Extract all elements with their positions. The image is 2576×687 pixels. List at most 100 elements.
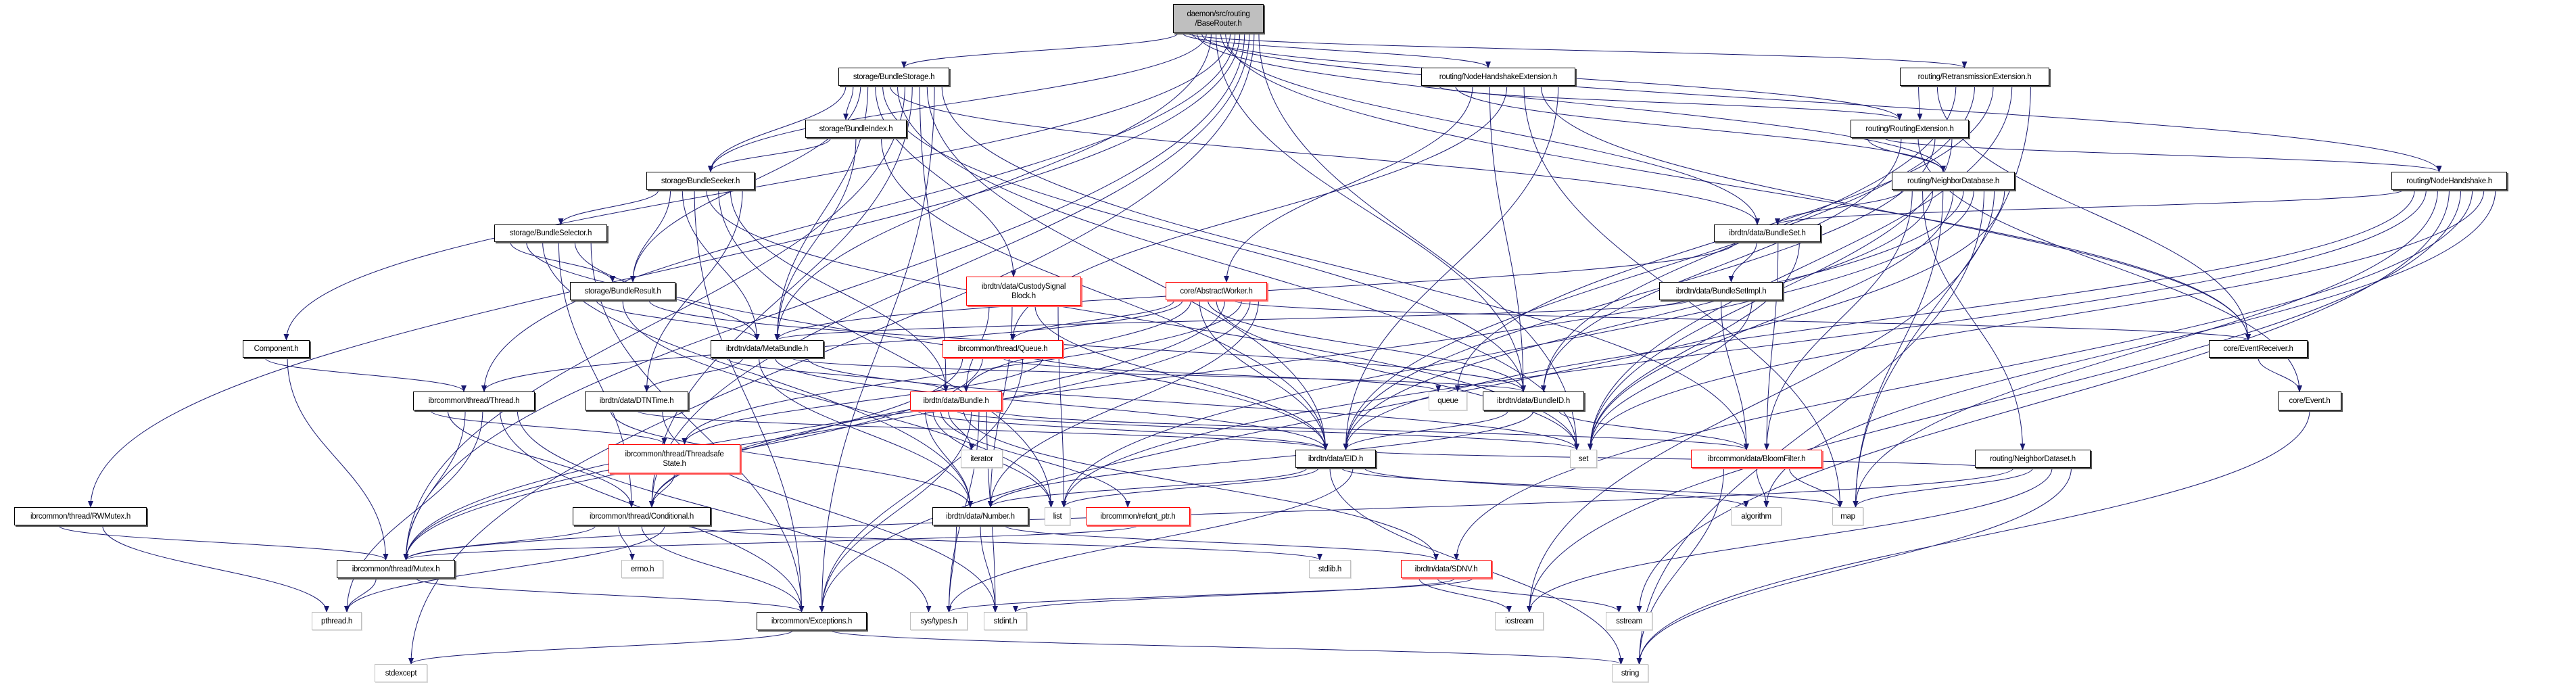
node-abstractworker[interactable]: core/AbstractWorker.h <box>1166 282 1267 300</box>
node-bundleselector[interactable]: storage/BundleSelector.h <box>494 224 607 242</box>
edge-Thread-to-Conditional <box>447 410 634 508</box>
edge-Queue-to-queue <box>1002 357 1441 392</box>
node-rwmutex[interactable]: ibrcommon/thread/RWMutex.h <box>14 507 147 525</box>
edge-CustodySignalBlock-to-EID <box>1034 305 1329 450</box>
edge-AbstractWorker-to-Mutex <box>403 300 1251 561</box>
node-retransmissionextension[interactable]: routing/RetransmissionExtension.h <box>1900 68 2049 86</box>
edge-BundleStorage-to-EID <box>926 85 1329 450</box>
node-conditional[interactable]: ibrcommon/thread/Conditional.h <box>573 507 711 525</box>
edge-NeighborDatabase-to-BundleSet <box>1775 189 1903 225</box>
edge-BundleResult-to-MetaBundle <box>596 300 760 341</box>
node-bundleid[interactable]: ibrdtn/data/BundleID.h <box>1483 392 1584 410</box>
node-exceptions[interactable]: ibrcommon/Exceptions.h <box>757 612 867 630</box>
node-threadsafestate[interactable]: ibrcommon/thread/Threadsafe State.h <box>609 444 740 473</box>
edge-BundleSetImpl-to-MetaBundle <box>774 300 1691 341</box>
node-bundleseeker[interactable]: storage/BundleSeeker.h <box>646 172 755 190</box>
edge-EID-to-algorithm <box>1364 467 1749 508</box>
node-eventreceiver[interactable]: core/EventReceiver.h <box>2209 340 2308 358</box>
edge-BundleStorage-to-CustodySignalBlock <box>875 85 1016 277</box>
edge-BundleStorage-to-Mutex <box>403 85 905 561</box>
edge-Bundle-to-EID <box>917 410 1329 450</box>
node-mutex[interactable]: ibrcommon/thread/Mutex.h <box>337 560 455 578</box>
edge-BundleSet-to-BloomFilter <box>1764 241 1779 450</box>
edge-BaseRouter-to-Thread <box>481 32 1236 392</box>
node-routingextension[interactable]: routing/RoutingExtension.h <box>1851 120 1969 138</box>
edge-BundleSelector-to-BundleResult <box>510 241 615 283</box>
edge-NeighborDataset-to-string <box>1636 467 2072 665</box>
edge-BaseRouter-to-MetaBundle <box>774 32 1212 341</box>
node-bundleindex[interactable]: storage/BundleIndex.h <box>805 120 907 138</box>
node-bundleresult[interactable]: storage/BundleResult.h <box>570 282 675 300</box>
node-baserouter[interactable]: daemon/src/routing /BaseRouter.h <box>1173 4 1264 33</box>
edge-RoutingExtension-to-NeighborDatabase <box>1867 137 1946 172</box>
edge-NodeHandshake-to-list <box>1061 189 2427 508</box>
node-stdint: stdint.h <box>984 612 1027 630</box>
node-metabundle[interactable]: ibrdtn/data/MetaBundle.h <box>711 340 824 358</box>
edge-Bundle-to-refcnt_ptr <box>940 410 1130 508</box>
edge-Thread-to-ThreadsafeState <box>430 410 667 445</box>
edge-Number-to-stdint <box>980 525 998 613</box>
edge-NeighborDatabase-to-Exceptions <box>819 189 2005 613</box>
edge-RoutingExtension-to-NodeHandshake <box>1884 137 2442 172</box>
node-component[interactable]: Component.h <box>243 340 310 358</box>
edge-MetaBundle-to-set <box>807 357 1579 450</box>
node-refcnt_ptr[interactable]: ibrcommon/refcnt_ptr.h <box>1086 507 1190 525</box>
node-thread[interactable]: ibrcommon/thread/Thread.h <box>413 392 535 410</box>
edge-RetransmissionExtension-to-EID <box>1343 85 1975 450</box>
edge-NeighborDataset-to-iostream <box>1527 467 2053 613</box>
edge-BundleSelector-to-Number <box>542 241 973 508</box>
node-neighbordataset[interactable]: routing/NeighborDataset.h <box>1975 450 2091 468</box>
node-bundleset[interactable]: ibrdtn/data/BundleSet.h <box>1714 224 1821 242</box>
edge-BundleID-to-Number <box>988 410 1534 508</box>
node-bundlestorage[interactable]: storage/BundleStorage.h <box>838 68 949 86</box>
edge-Queue-to-Conditional <box>649 357 963 508</box>
node-systypes: sys/types.h <box>910 612 968 630</box>
edge-AbstractWorker-to-Number <box>988 300 1259 508</box>
edge-BloomFilter-to-algorithm <box>1756 467 1769 508</box>
edge-BundleSeeker-to-Bundle <box>730 189 949 392</box>
node-sdnv[interactable]: ibrdtn/data/SDNV.h <box>1401 560 1492 578</box>
node-nodehandshakeextension[interactable]: routing/NodeHandshakeExtension.h <box>1421 68 1575 86</box>
edge-AbstractWorker-to-BundleID <box>1208 300 1526 392</box>
node-number[interactable]: ibrdtn/data/Number.h <box>932 507 1028 525</box>
edge-BundleStorage-to-Conditional <box>649 85 913 508</box>
edge-RetransmissionExtension-to-RoutingExtension <box>1917 85 1923 120</box>
edge-BaseRouter-to-RWMutex <box>88 32 1241 508</box>
edge-AbstractWorker-to-Queue <box>1010 300 1174 341</box>
edge-EID-to-systypes <box>946 467 1354 613</box>
node-event[interactable]: core/Event.h <box>2278 392 2341 410</box>
edge-BaseRouter-to-NodeHandshakeExtension <box>1182 32 1491 68</box>
node-bundlesetimpl[interactable]: ibrdtn/data/BundleSetImpl.h <box>1659 282 1783 300</box>
node-nodehandshake[interactable]: routing/NodeHandshake.h <box>2391 172 2507 190</box>
edge-AbstractWorker-to-EventReceiver <box>1233 300 2251 341</box>
node-bundle[interactable]: ibrdtn/data/Bundle.h <box>910 392 1002 410</box>
node-queue[interactable]: ibrcommon/thread/Queue.h <box>943 340 1063 358</box>
edge-BundleStorage-to-BundleSet <box>890 85 1760 225</box>
edge-SDNV-to-stdint <box>1013 577 1456 613</box>
node-custodysignalblock[interactable]: ibrdtn/data/CustodySignal Block.h <box>966 277 1081 306</box>
node-eid[interactable]: ibrdtn/data/EID.h <box>1295 450 1376 468</box>
edge-BundleIndex-to-EID <box>881 137 1329 450</box>
node-map: map <box>1832 507 1863 525</box>
edge-AbstractWorker-to-Thread <box>481 300 1183 392</box>
node-sstream: sstream <box>1606 612 1652 630</box>
edge-BundleSeeker-to-BundleResult <box>630 189 671 283</box>
edge-BaseRouter-to-Component <box>283 32 1231 341</box>
node-pthread: pthread.h <box>312 612 362 630</box>
edge-BundleIndex-to-BundleSeeker <box>708 137 831 172</box>
edge-NeighborDatabase-to-BloomFilter <box>1764 189 1913 450</box>
edge-BundleID-to-EID <box>1343 410 1508 450</box>
edge-NeighborDataset-to-map <box>1853 467 2033 508</box>
node-bloomfilter[interactable]: ibrcommon/data/BloomFilter.h <box>1691 450 1822 468</box>
node-neighbordatabase[interactable]: routing/NeighborDatabase.h <box>1892 172 2015 190</box>
edge-BundleSetImpl-to-set <box>1588 300 1752 450</box>
edge-BundleID-to-BloomFilter <box>1558 410 1749 450</box>
edge-Component-to-Mutex <box>287 357 389 561</box>
edge-NeighborDatabase-to-set <box>1588 189 1954 450</box>
node-dtntime[interactable]: ibrdtn/data/DTNTime.h <box>585 392 688 410</box>
edge-BundleStorage-to-Exceptions <box>819 85 935 613</box>
edge-AbstractWorker-to-ThreadsafeState <box>682 300 1242 445</box>
edge-NodeHandshake-to-set <box>1588 189 2485 450</box>
edge-Exceptions-to-stdexcept <box>408 630 794 665</box>
